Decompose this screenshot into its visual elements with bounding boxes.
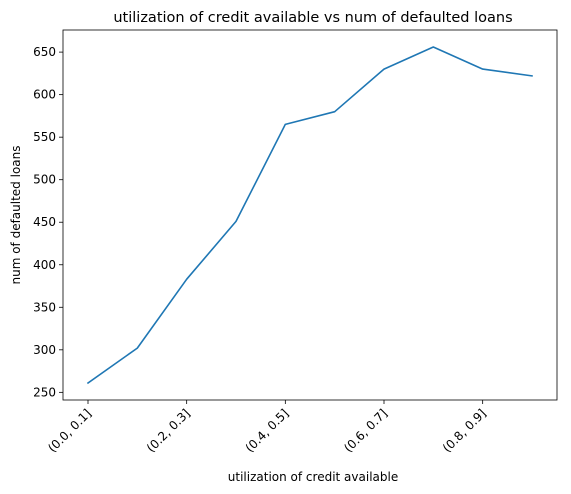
data-point <box>87 381 90 384</box>
x-tick-label: (0.2, 0.3] <box>144 406 193 455</box>
x-axis: (0.0, 0.1] (0.2, 0.3] (0.4, 0.5] (0.6, 0.7]… <box>45 400 489 455</box>
x-tick-label: (0.8, 0.9] <box>440 406 489 455</box>
data-point <box>284 123 287 126</box>
data-point <box>333 110 336 113</box>
y-tick-label: 600 <box>33 88 56 102</box>
data-point <box>383 68 386 71</box>
series-line <box>86 46 533 385</box>
data-point <box>235 220 238 223</box>
y-tick-label: 550 <box>33 130 56 144</box>
x-tick-label: (0.4, 0.5] <box>243 406 292 455</box>
y-tick-label: 650 <box>33 45 56 59</box>
y-axis-label: num of defaulted loans <box>9 145 23 284</box>
data-point <box>136 347 139 350</box>
y-tick-label: 450 <box>33 215 56 229</box>
data-point <box>432 46 435 49</box>
y-axis: 250 300 350 400 450 500 550 600 650 <box>33 45 63 399</box>
x-tick-label: (0.6, 0.7] <box>341 406 390 455</box>
y-tick-label: 350 <box>33 300 56 314</box>
data-point <box>185 278 188 281</box>
y-tick-label: 400 <box>33 258 56 272</box>
data-point <box>531 74 534 77</box>
y-tick-label: 500 <box>33 173 56 187</box>
y-tick-label: 300 <box>33 343 56 357</box>
x-axis-label: utilization of credit available <box>228 470 398 484</box>
plot-area <box>62 29 558 401</box>
x-tick-label: (0.0, 0.1] <box>45 406 94 455</box>
data-point <box>481 68 484 71</box>
chart-title: utilization of credit available vs num o… <box>113 10 512 26</box>
y-tick-label: 250 <box>33 385 56 399</box>
